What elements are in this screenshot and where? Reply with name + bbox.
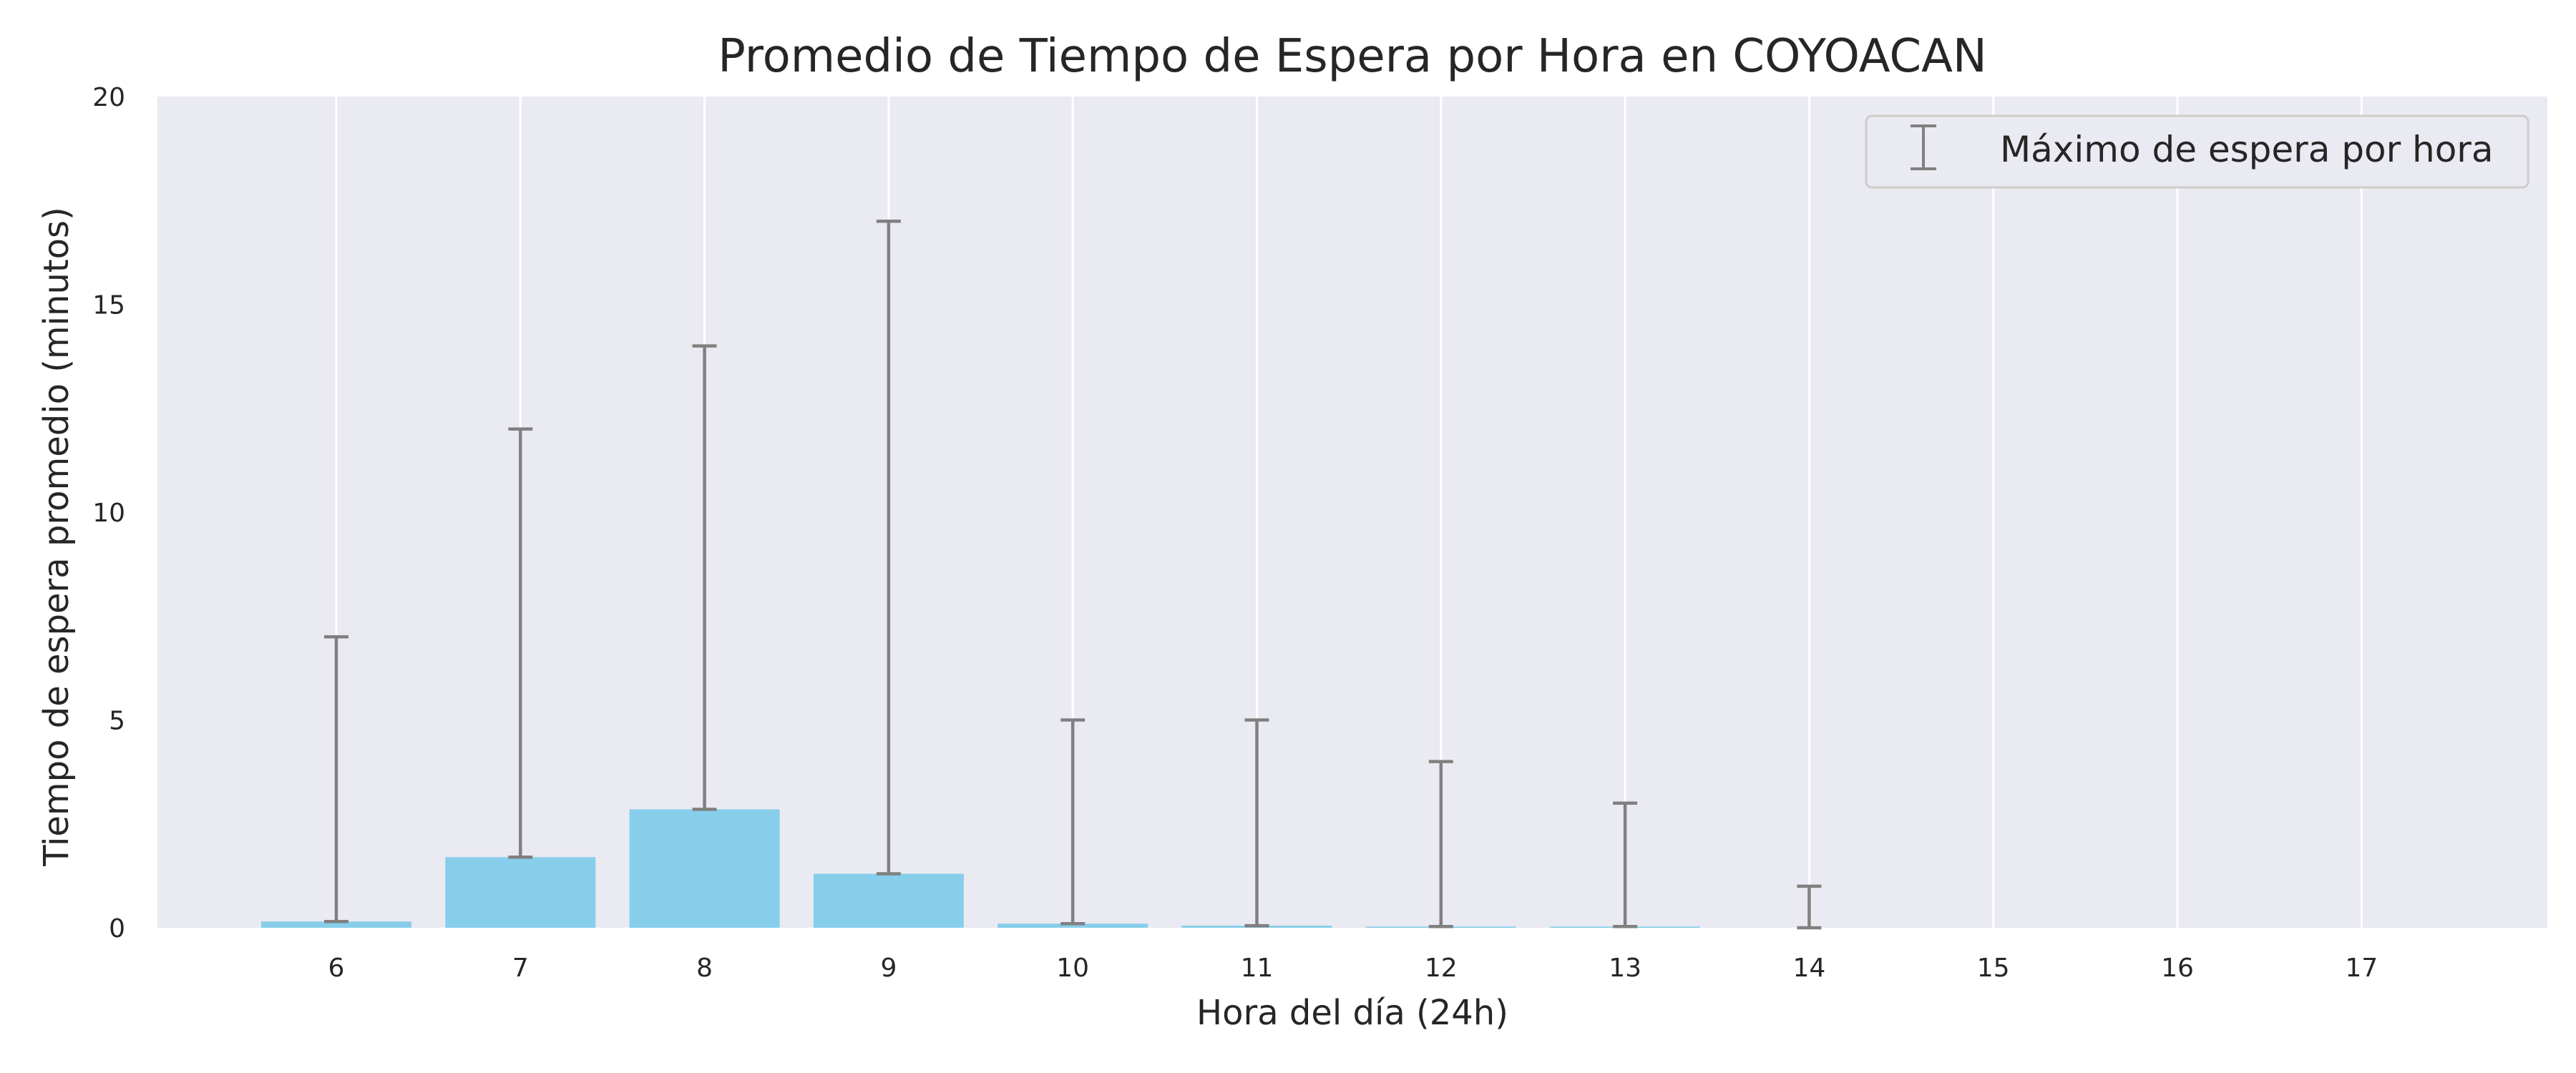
chart-title: Promedio de Tiempo de Espera por Hora en… <box>718 30 1987 83</box>
x-tick-label: 11 <box>1241 954 1274 983</box>
x-tick-labels: 6 7 8 9 10 11 12 13 14 15 16 17 <box>328 954 2379 983</box>
bar <box>445 857 596 928</box>
y-tick-label: 20 <box>92 83 125 112</box>
x-tick-label: 17 <box>2345 954 2378 983</box>
x-tick-label: 15 <box>1977 954 2010 983</box>
y-tick-label: 5 <box>109 707 125 736</box>
y-tick-label: 0 <box>109 914 125 944</box>
x-tick-label: 16 <box>2161 954 2194 983</box>
legend-label: Máximo de espera por hora <box>2000 129 2494 170</box>
plot-background <box>157 97 2547 928</box>
bar <box>629 809 780 928</box>
bar <box>261 921 411 928</box>
x-tick-label: 12 <box>1425 954 1458 983</box>
y-tick-labels: 0 5 10 15 20 <box>92 83 125 944</box>
x-tick-label: 8 <box>696 954 713 983</box>
error-bars <box>324 220 1822 930</box>
grid-lines <box>335 97 2363 928</box>
y-tick-label: 15 <box>92 291 125 320</box>
x-tick-label: 9 <box>880 954 897 983</box>
legend-box <box>1865 114 2529 189</box>
x-axis-label: Hora del día (24h) <box>1196 993 1508 1033</box>
x-tick-label: 10 <box>1056 954 1089 983</box>
x-tick-label: 7 <box>512 954 529 983</box>
bar <box>813 873 964 928</box>
x-tick-label: 14 <box>1792 954 1825 983</box>
x-tick-label: 13 <box>1609 954 1641 983</box>
bar <box>997 923 1148 928</box>
x-tick-label: 6 <box>328 954 345 983</box>
legend: Máximo de espera por hora <box>1865 114 2529 189</box>
y-tick-label: 10 <box>92 499 125 528</box>
y-axis-label: Tiempo de espera promedio (minutos) <box>36 207 77 867</box>
